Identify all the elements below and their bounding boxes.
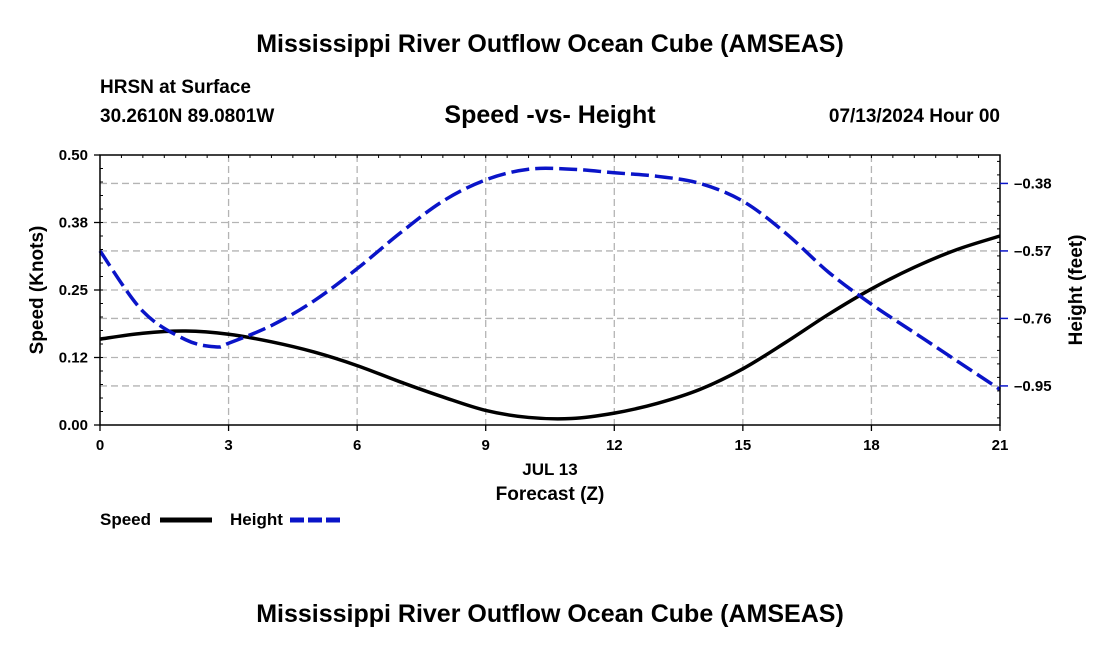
x-axis-title: Forecast (Z) — [496, 484, 605, 505]
legend-height-label: Height — [230, 510, 283, 529]
x-tick-label: 15 — [735, 437, 752, 454]
chart-title: Speed -vs- Height — [444, 101, 656, 129]
x-tick-label: 21 — [992, 437, 1009, 454]
page-title: Mississippi River Outflow Ocean Cube (AM… — [256, 30, 844, 58]
grid-lines — [100, 155, 1000, 425]
tick-labels: 0 3 6 9 12 15 18 21 0.00 0.12 0.25 0.38 0.50 –0.38 –0.… — [59, 147, 1052, 454]
series-layer — [98, 166, 1001, 421]
y-right-tick-label: –0.38 — [1014, 175, 1052, 192]
y-right-tick-label: –0.57 — [1014, 243, 1052, 260]
legend-speed-label: Speed — [100, 510, 152, 529]
forecast-datetime: 07/13/2024 Hour 00 — [828, 106, 1000, 127]
x-tick-label: 0 — [96, 437, 104, 454]
x-axis-date-label: JUL 13 — [522, 460, 577, 479]
y-left-tick-label: 0.50 — [59, 147, 88, 164]
y-right-tick-label: –0.76 — [1014, 310, 1052, 327]
footer-title: Mississippi River Outflow Ocean Cube (AM… — [256, 600, 844, 628]
series-line-speed — [99, 234, 1001, 421]
x-tick-label: 12 — [606, 437, 623, 454]
y-axis-left-title: Speed (Knots) — [27, 226, 48, 355]
y-left-tick-label: 0.12 — [59, 350, 88, 367]
y-axis-right-title: Height (feet) — [1066, 235, 1087, 346]
x-tick-label: 9 — [482, 437, 490, 454]
y-left-tick-label: 0.25 — [59, 282, 88, 299]
tick-marks — [94, 154, 1008, 431]
x-tick-label: 3 — [224, 437, 232, 454]
x-tick-label: 18 — [863, 437, 880, 454]
y-right-tick-label: –0.95 — [1014, 378, 1052, 395]
station-coordinates: 30.2610N 89.0801W — [100, 106, 275, 127]
y-left-tick-label: 0.00 — [59, 417, 88, 434]
y-left-tick-label: 0.38 — [59, 215, 88, 232]
series-line-height — [98, 166, 1001, 391]
station-label: HRSN at Surface — [100, 77, 251, 98]
x-tick-label: 6 — [353, 437, 361, 454]
